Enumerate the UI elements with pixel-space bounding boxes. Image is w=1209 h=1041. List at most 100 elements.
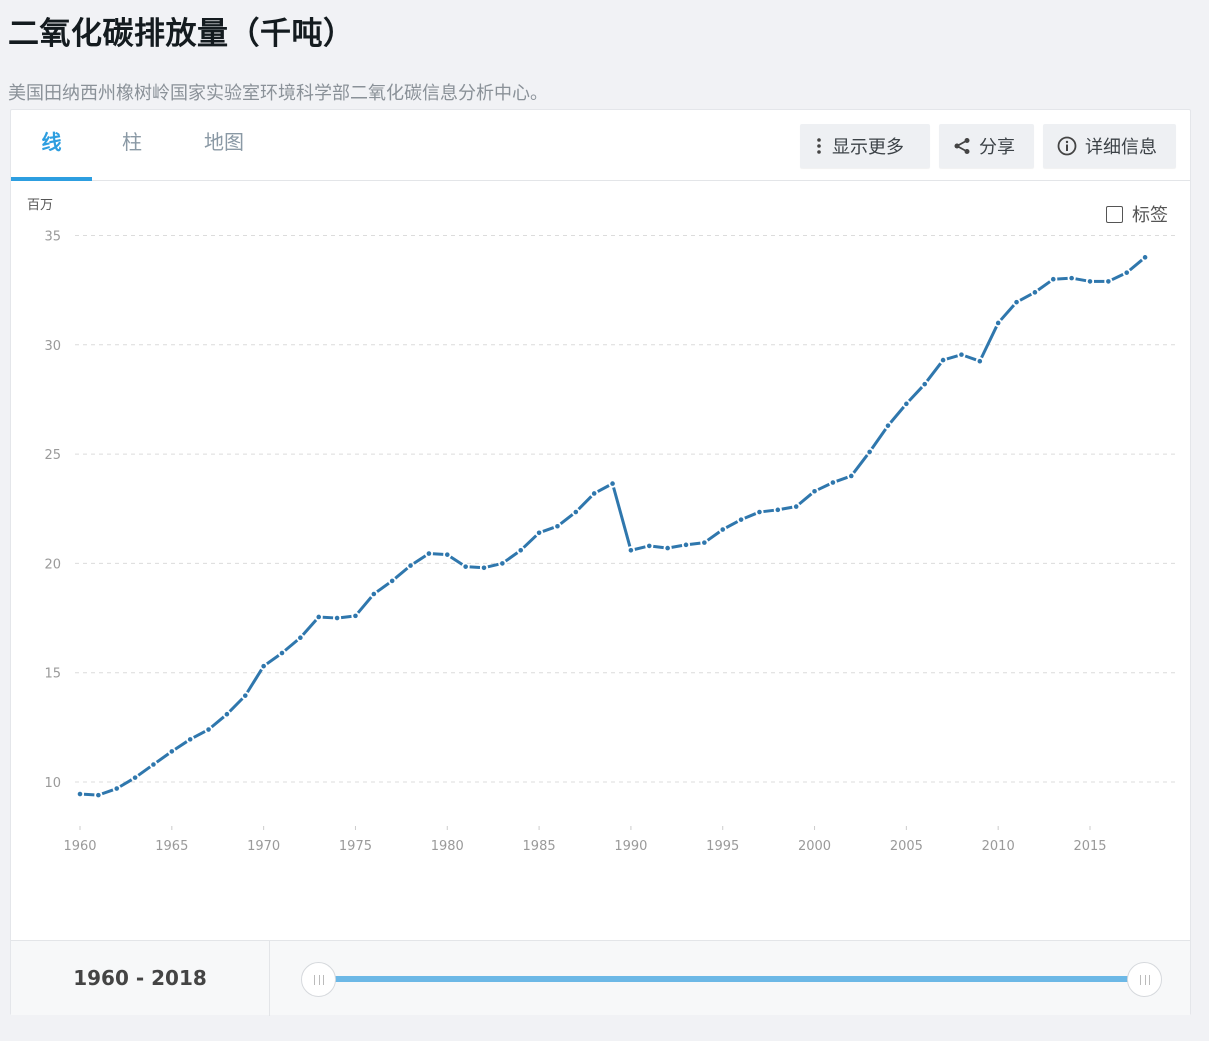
line-segment: [322, 615, 334, 620]
data-point[interactable]: [738, 517, 744, 522]
line-segment: [1075, 277, 1087, 283]
data-point[interactable]: [261, 663, 266, 669]
data-point[interactable]: [610, 481, 615, 486]
data-point[interactable]: [573, 509, 579, 515]
line-segment: [340, 614, 352, 620]
year-range-label: 1960 - 2018: [11, 941, 270, 1016]
data-point[interactable]: [812, 488, 817, 494]
data-point[interactable]: [114, 786, 120, 791]
x-tick-label: 1990: [614, 839, 647, 854]
line-segment: [870, 428, 887, 450]
data-point[interactable]: [793, 504, 799, 509]
data-point[interactable]: [481, 565, 487, 571]
line-segment: [1019, 292, 1033, 302]
data-point[interactable]: [96, 792, 101, 798]
more-vertical-icon: [817, 138, 821, 154]
labels-toggle-label: 标签: [1132, 205, 1168, 226]
data-point[interactable]: [628, 547, 634, 553]
data-point[interactable]: [977, 358, 983, 364]
line-segment: [504, 551, 519, 563]
range-start-handle[interactable]: [301, 962, 336, 997]
data-point[interactable]: [77, 791, 83, 797]
show-more-button[interactable]: 显示更多: [800, 124, 930, 168]
data-point[interactable]: [371, 591, 377, 597]
data-point[interactable]: [389, 578, 395, 584]
y-tick-label: 30: [44, 339, 61, 354]
line-segment: [228, 697, 244, 713]
grip-icon: [313, 974, 324, 985]
data-point[interactable]: [1142, 255, 1148, 260]
data-point[interactable]: [591, 491, 597, 496]
line-segment: [487, 562, 499, 569]
data-point[interactable]: [316, 614, 322, 620]
data-point[interactable]: [757, 509, 762, 515]
data-point[interactable]: [408, 563, 413, 568]
line-segment: [83, 792, 95, 797]
data-point[interactable]: [830, 480, 836, 485]
data-point[interactable]: [298, 635, 303, 641]
range-footer: 1960 - 2018: [11, 940, 1190, 1016]
tab-map[interactable]: 地图: [204, 130, 244, 154]
line-segment: [1128, 258, 1143, 272]
data-point[interactable]: [702, 540, 707, 545]
line-segment: [725, 520, 739, 529]
data-point[interactable]: [187, 737, 193, 742]
data-point[interactable]: [151, 762, 156, 767]
data-point[interactable]: [1069, 275, 1074, 281]
data-point[interactable]: [518, 547, 524, 553]
data-point[interactable]: [242, 693, 248, 698]
data-point[interactable]: [867, 449, 872, 455]
data-point[interactable]: [646, 543, 652, 549]
data-point[interactable]: [1032, 290, 1038, 295]
line-segment: [634, 545, 646, 551]
range-end-handle[interactable]: [1127, 962, 1162, 997]
data-point[interactable]: [904, 401, 909, 407]
share-label: 分享: [979, 137, 1015, 158]
data-point[interactable]: [353, 613, 358, 619]
data-point[interactable]: [995, 320, 1001, 326]
data-point[interactable]: [922, 381, 928, 387]
data-point[interactable]: [1106, 279, 1111, 284]
data-point[interactable]: [1087, 279, 1093, 284]
tab-line[interactable]: 线: [11, 110, 92, 181]
data-point[interactable]: [775, 507, 781, 513]
data-point[interactable]: [720, 527, 726, 532]
data-point[interactable]: [500, 561, 505, 566]
data-point[interactable]: [555, 523, 560, 529]
data-point[interactable]: [885, 423, 891, 428]
data-point[interactable]: [463, 564, 468, 569]
line-segment: [980, 325, 998, 359]
line-segment: [542, 526, 555, 533]
data-point[interactable]: [334, 615, 340, 621]
data-point[interactable]: [683, 542, 689, 548]
data-point[interactable]: [426, 551, 432, 556]
line-segment: [706, 530, 721, 542]
data-point[interactable]: [169, 749, 175, 754]
chart-type-tabs: 线 柱 地图 显示更多 分享 详细信息: [11, 110, 1190, 181]
data-point[interactable]: [665, 545, 670, 551]
data-point[interactable]: [132, 775, 138, 780]
line-segment: [763, 508, 775, 514]
data-point[interactable]: [536, 530, 542, 536]
data-point[interactable]: [279, 650, 285, 656]
data-point[interactable]: [444, 552, 450, 557]
data-point[interactable]: [1014, 299, 1019, 305]
share-button[interactable]: 分享: [939, 124, 1034, 168]
line-segment: [925, 362, 942, 382]
data-point[interactable]: [1050, 276, 1056, 282]
labels-checkbox[interactable]: [1106, 205, 1123, 223]
line-segment: [653, 544, 664, 550]
data-point[interactable]: [940, 357, 946, 363]
range-slider-track[interactable]: [319, 976, 1145, 982]
data-point[interactable]: [848, 473, 854, 479]
tab-bar[interactable]: 柱: [122, 130, 142, 154]
line-segment: [596, 484, 610, 493]
data-point[interactable]: [1124, 270, 1130, 275]
line-segment: [852, 454, 869, 474]
data-point[interactable]: [206, 727, 211, 732]
data-point[interactable]: [224, 711, 230, 717]
line-segment: [394, 566, 409, 580]
labels-toggle[interactable]: 标签: [1106, 201, 1168, 227]
data-point[interactable]: [959, 352, 964, 357]
details-button[interactable]: 详细信息: [1043, 124, 1176, 168]
